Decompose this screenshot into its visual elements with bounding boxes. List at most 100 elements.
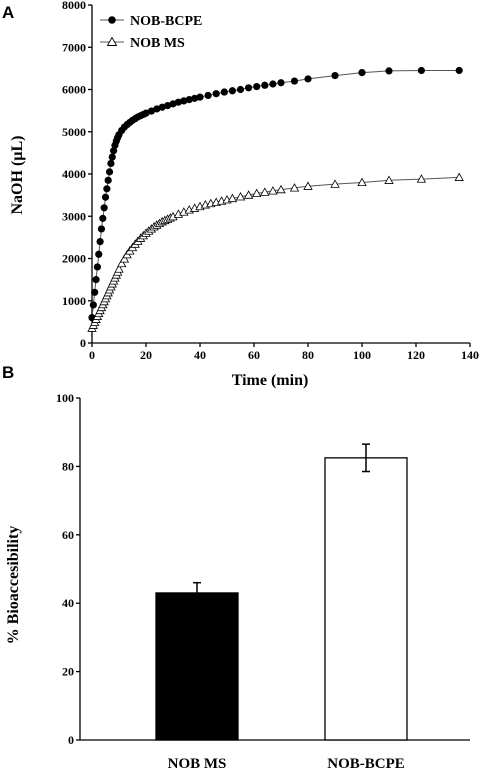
data-point [89,301,97,309]
panel-a-x-tick-label: 100 [353,348,371,362]
data-point [236,85,245,94]
panel-a-y-tick-label: 6000 [62,83,86,97]
data-point [169,100,177,108]
panel-b-y-tick-label: 20 [62,665,74,679]
panel-a-x-tick-label: 80 [302,348,314,362]
data-point [103,185,111,193]
data-point [174,98,182,106]
data-point [455,66,463,75]
legend-marker [106,36,118,46]
data-point [142,109,150,117]
panel-b-axes [76,397,470,741]
data-point [114,264,124,273]
panel-a-y-tick-label: 5000 [62,125,86,139]
data-point [97,225,106,233]
bar-nob-ms [155,592,239,741]
panel-b-bars [155,443,408,741]
data-point [245,84,253,92]
data-point [228,87,236,95]
data-point [454,172,464,181]
panel-a-axes [88,4,471,347]
data-point [107,159,115,168]
panel-b-y-axis-title: % Bioaccesibility [5,526,22,645]
data-point [196,93,204,101]
data-point [100,204,108,212]
panel-b-y-tick-label: 40 [62,596,74,610]
series-line [91,176,460,329]
data-point [276,184,286,194]
data-point [101,193,110,201]
data-point [99,214,107,222]
panel-a-x-tick-label: 140 [461,348,479,362]
panel-b-y-tick-label: 100 [56,391,74,405]
data-point [147,107,155,115]
data-point [227,193,238,203]
data-point [191,94,199,102]
data-point [330,179,340,188]
panel-b-y-tick-label: 0 [68,733,74,747]
data-point [416,174,427,183]
data-point [357,177,367,187]
panel-a-tick-labels: 0 1000 2000 3000 4000 5000 6000 7000 8000 0 20 40 60… [62,0,479,362]
data-point [277,79,285,87]
data-point [253,82,261,91]
data-point [117,258,127,268]
data-point [93,263,101,271]
data-point [108,153,116,161]
panel-a-x-tick-label: 60 [248,348,260,362]
panel-a-chart: A 0 1000 2000 3000 4000 5000 6000 7000 8000 0 20 40… [2,0,479,389]
data-point [95,250,103,258]
error-bar [193,581,201,593]
data-point [358,69,366,77]
data-point [110,147,118,155]
data-point [384,175,394,184]
data-point [303,181,313,190]
data-point [92,276,100,284]
data-point [290,77,299,85]
panel-a-series [87,66,464,332]
data-point [105,168,114,176]
panel-a-letter: A [2,3,14,22]
panel-a-y-tick-label: 7000 [62,40,86,54]
panel-b-y-tick-label: 60 [62,528,74,542]
data-point [243,190,254,199]
panel-a-y-tick-label: 1000 [62,294,86,308]
data-point [260,187,270,196]
category-label: NOB MS [168,756,227,772]
panel-a-x-tick-label: 40 [194,348,206,362]
data-point [204,91,212,100]
panel-a-y-axis-title: NaOH (µL) [9,136,26,215]
data-point [268,186,278,195]
legend-label: NOB MS [130,36,185,51]
panel-a-y-tick-label: 0 [80,336,86,350]
data-point [417,66,425,75]
data-point [185,96,193,104]
panel-a-x-tick-label: 0 [89,348,95,362]
data-point [164,101,172,110]
series-nob-ms [87,172,464,332]
series-nob-bcpe [88,66,463,322]
data-point [252,188,262,198]
panel-a-x-tick-label: 20 [140,348,152,362]
error-bar [362,443,370,473]
panel-a-y-tick-label: 4000 [62,167,86,181]
panel-a-y-tick-label: 2000 [62,252,86,266]
data-point [261,81,269,89]
category-label: NOB-BCPE [327,756,405,772]
data-point [289,183,300,192]
legend-marker [108,16,116,24]
data-point [220,88,228,96]
data-point [180,97,188,105]
legend-label: NOB-BCPE [130,14,202,29]
data-point [153,105,161,113]
panel-a-x-axis-title: Time (min) [232,372,309,389]
data-point [96,238,104,246]
bar-nob-bcpe [324,457,408,741]
panel-a-y-tick-label: 8000 [62,0,86,12]
data-point [158,103,166,111]
data-point [119,254,130,263]
data-point [212,90,220,98]
panel-a-x-tick-label: 120 [407,348,425,362]
panel-b-chart: B 0 20 40 60 80 100 NOB MS NOB-BCPE % Bioaccesi… [2,363,470,772]
